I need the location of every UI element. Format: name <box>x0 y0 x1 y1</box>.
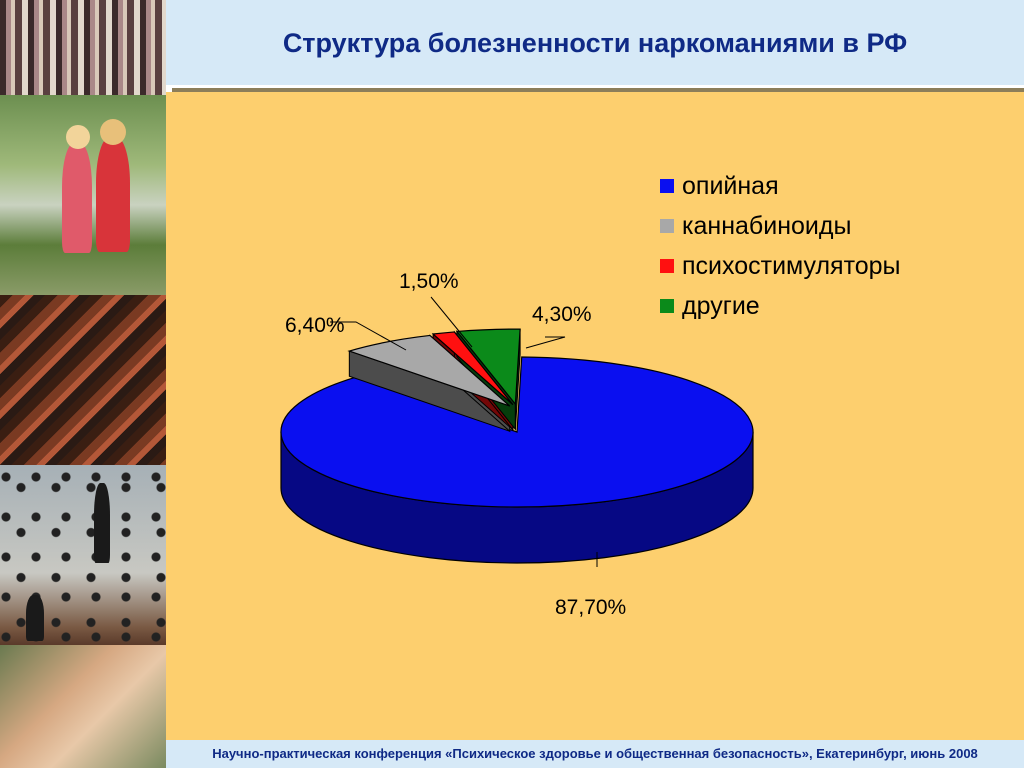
legend-label-2: психостимуляторы <box>682 251 901 280</box>
legend-label-3: другие <box>682 291 760 320</box>
leader-line-2 <box>430 296 473 348</box>
footer-bar: Научно-практическая конференция «Психиче… <box>166 740 1024 768</box>
leader-line-3 <box>525 336 566 349</box>
legend-label-0: опийная <box>682 171 779 200</box>
leader-line-1 <box>330 321 407 351</box>
legend-swatch-1 <box>660 219 674 233</box>
pie-slice-2 <box>431 331 514 406</box>
pie-slice-1 <box>347 334 511 407</box>
data-label-3: 4,30% <box>532 303 592 326</box>
chart-area: опийная каннабиноиды психостимуляторы други… <box>166 92 1024 740</box>
legend-swatch-0 <box>660 179 674 193</box>
footer-text: Научно-практическая конференция «Психиче… <box>212 746 978 761</box>
legend-swatch-2 <box>660 259 674 273</box>
legend-item-3: другие <box>660 286 901 326</box>
joined-hands-photo <box>0 645 166 768</box>
legend-swatch-3 <box>660 299 674 313</box>
legend-item-1: каннабиноиды <box>660 206 901 246</box>
crowd-photo <box>0 0 166 95</box>
photo-strip <box>0 0 166 768</box>
chart-legend: опийная каннабиноиды психостимуляторы други… <box>660 166 901 326</box>
children-bicycle-photo <box>0 95 166 295</box>
data-label-2: 1,50% <box>399 270 459 293</box>
title-divider <box>172 88 1024 92</box>
raining-men-painting-photo <box>0 465 166 645</box>
pie-slice-3 <box>455 328 521 406</box>
pie-chart <box>280 296 754 567</box>
data-label-1: 6,40% <box>285 314 345 337</box>
data-label-0: 87,70% <box>555 596 627 619</box>
legend-label-1: каннабиноиды <box>682 211 852 240</box>
page-title: Структура болезненности наркоманиями в Р… <box>282 28 908 58</box>
title-bar <box>166 0 1024 85</box>
pie-slice-0 <box>280 356 754 508</box>
legend-item-0: опийная <box>660 166 901 206</box>
legend-item-2: психостимуляторы <box>660 246 901 286</box>
factory-painting-photo <box>0 295 166 465</box>
